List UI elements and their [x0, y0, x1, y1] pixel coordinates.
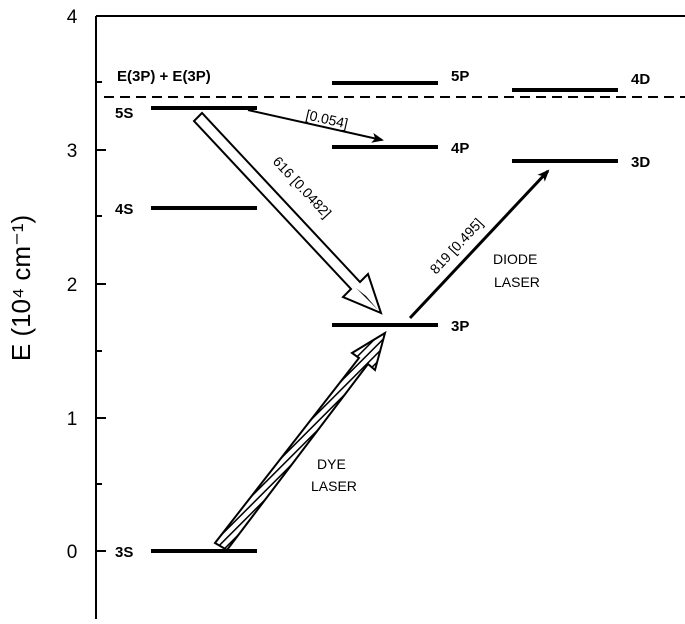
level-label-4d: 4D: [631, 71, 650, 88]
y-axis-title: E (10⁴ cm⁻¹): [6, 215, 36, 361]
level-label-5s: 5S: [115, 105, 133, 122]
level-label-3d: 3D: [631, 154, 650, 171]
diode-laser-arrow: [408, 169, 550, 320]
y-axis-ticks: [96, 15, 106, 552]
axis-frame: [95, 15, 685, 619]
level-label-3s: 3S: [115, 544, 133, 561]
transition-5s-4p-arrow: [247, 109, 384, 143]
energy-levels: [151, 81, 618, 553]
tick-label-3: 3: [67, 141, 78, 162]
threshold-label: E(3P) + E(3P): [117, 68, 211, 85]
diode-laser-label-line2: LASER: [494, 274, 540, 290]
diode-laser-label-line1: DIODE: [493, 251, 537, 267]
level-label-4p: 4P: [451, 140, 469, 157]
tick-label-4: 4: [67, 7, 78, 28]
tick-label-2: 2: [67, 275, 78, 296]
tick-label-0: 0: [67, 542, 78, 563]
dye-laser-label-line2: LASER: [311, 478, 357, 494]
dye-laser-arrow: [213, 330, 387, 552]
level-label-4s: 4S: [115, 201, 133, 218]
level-label-5p: 5P: [451, 68, 469, 85]
emission-616-arrow: [192, 111, 383, 315]
tick-label-1: 1: [67, 409, 78, 430]
emission-616-arrowhead-fill: [356, 288, 378, 310]
level-label-3p: 3P: [451, 318, 469, 335]
dye-laser-label-line1: DYE: [317, 456, 346, 472]
